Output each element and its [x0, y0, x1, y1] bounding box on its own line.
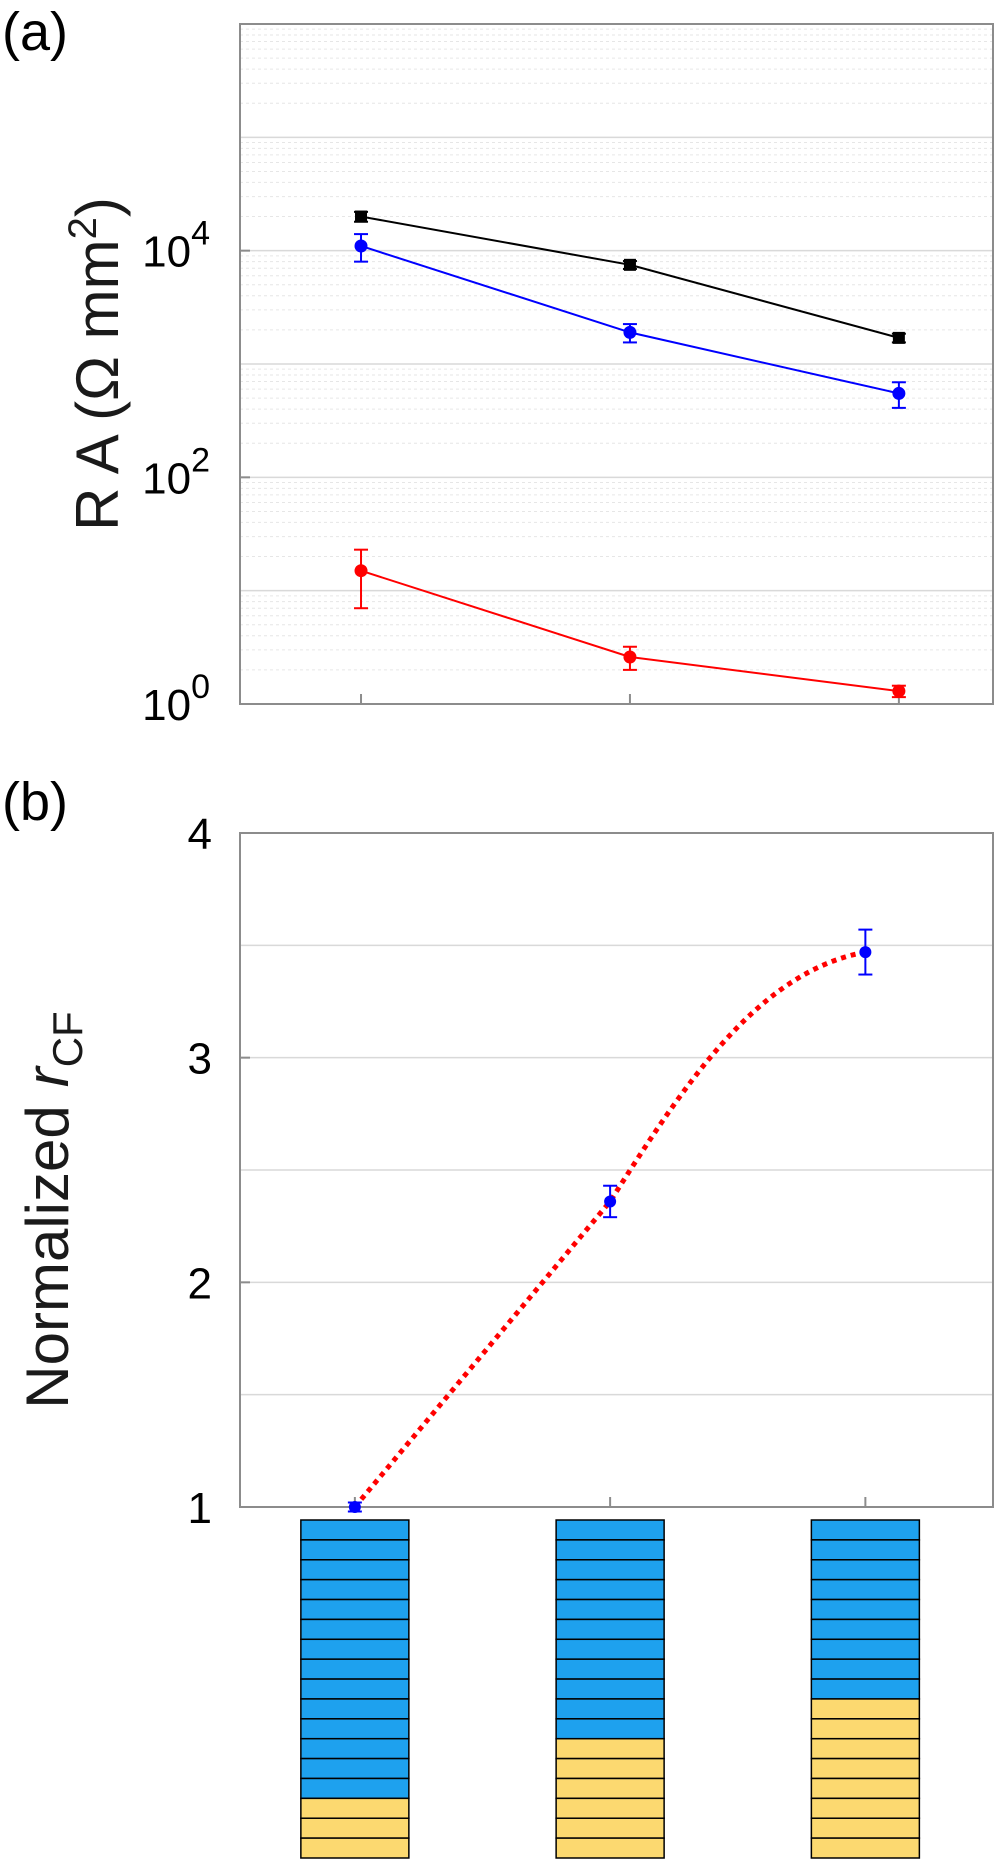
blue-layer [300, 1757, 410, 1780]
yellow-layer [300, 1837, 410, 1859]
blue-layer [555, 1658, 665, 1680]
yellow-layer [810, 1698, 921, 1720]
panel-b-ylabel: NormalizedrCF [14, 1011, 91, 1408]
blue-layer [555, 1539, 665, 1561]
blue-layer [810, 1559, 921, 1581]
blue-layer [555, 1638, 665, 1660]
blue-layer [555, 1559, 665, 1581]
data-point [604, 1195, 617, 1208]
blue-layer [810, 1618, 921, 1641]
yellow-layer [810, 1718, 921, 1740]
panel-a-ylabel: R A (Ω mm2) [61, 197, 131, 531]
layer-stack-3 [810, 1519, 921, 1859]
data-point [355, 210, 368, 223]
blue-layer [300, 1718, 410, 1740]
panel-b-chart: 1 2 3 4 NormalizedrCF [14, 810, 994, 1533]
data-point [354, 239, 368, 253]
panel-b-label: (b) [2, 772, 68, 832]
blue-layer [300, 1678, 410, 1700]
y-tick-label: 104 [142, 215, 210, 277]
blue-layer [300, 1559, 410, 1581]
blue-layer [300, 1777, 410, 1800]
blue-layer [810, 1598, 921, 1621]
panel-a-ticks [240, 249, 900, 705]
yellow-layer [555, 1797, 665, 1819]
panel-b-ytick-labels: 1 2 3 4 [188, 810, 212, 1533]
series-line [352, 949, 866, 1509]
blue-layer [555, 1718, 665, 1740]
yellow-layer [810, 1797, 921, 1819]
panel-a-label: (a) [2, 2, 68, 62]
panel-b-axes-frame [239, 832, 994, 1508]
blue-layer [300, 1519, 410, 1541]
y-tick-label: 1 [188, 1484, 212, 1533]
blue-layer [810, 1539, 921, 1561]
blue-layer [300, 1698, 410, 1720]
yellow-layer [555, 1777, 665, 1800]
y-tick-label: 100 [142, 668, 210, 730]
blue-layer [555, 1519, 665, 1541]
blue-layer [555, 1598, 665, 1621]
blue-layer [810, 1658, 921, 1680]
data-point [623, 650, 637, 664]
panel-b-series [347, 928, 873, 1513]
yellow-layer [300, 1797, 410, 1819]
blue-layer [810, 1578, 921, 1601]
panel-a-series [354, 210, 906, 699]
layer-stack-diagrams [300, 1519, 921, 1859]
y-tick-label: 3 [188, 1035, 212, 1084]
panel-a-chart: 100 102 104 R A (Ω mm2) [61, 23, 994, 730]
data-point [623, 325, 637, 339]
y-tick-label: 4 [188, 810, 212, 859]
yellow-layer [810, 1777, 921, 1800]
data-point [892, 331, 905, 344]
blue-layer [300, 1539, 410, 1561]
blue-layer [300, 1658, 410, 1680]
yellow-layer [810, 1837, 921, 1859]
blue-layer [555, 1698, 665, 1720]
data-point [354, 564, 368, 578]
series-line-0 [360, 215, 900, 339]
data-point [892, 684, 906, 698]
yellow-layer [555, 1817, 665, 1839]
panel-a-axes-frame [239, 23, 994, 705]
data-point [348, 1501, 361, 1513]
data-point [623, 258, 636, 271]
layer-stack-2 [555, 1519, 665, 1859]
blue-layer [300, 1578, 410, 1601]
yellow-layer [300, 1817, 410, 1839]
data-point [859, 946, 872, 959]
blue-layer [555, 1678, 665, 1700]
yellow-layer [555, 1837, 665, 1859]
blue-layer [300, 1618, 410, 1641]
yellow-layer [810, 1757, 921, 1780]
data-point [892, 386, 906, 400]
y-tick-label: 102 [142, 441, 210, 503]
blue-layer [555, 1618, 665, 1641]
y-tick-label: 2 [188, 1259, 212, 1308]
blue-layer [810, 1678, 921, 1700]
yellow-layer [555, 1737, 665, 1760]
blue-layer [300, 1737, 410, 1760]
blue-layer [300, 1638, 410, 1660]
yellow-layer [810, 1817, 921, 1839]
blue-layer [555, 1578, 665, 1601]
series-line-2 [360, 569, 900, 693]
panel-a-ytick-labels: 100 102 104 [142, 215, 210, 730]
panel-b-grid [240, 944, 993, 1396]
blue-layer [300, 1598, 410, 1621]
error-bar [354, 548, 369, 610]
panel-a-grid [240, 28, 993, 671]
layer-stack-1 [300, 1519, 410, 1859]
blue-layer [810, 1519, 921, 1541]
yellow-layer [555, 1757, 665, 1780]
blue-layer [810, 1638, 921, 1660]
yellow-layer [810, 1737, 921, 1760]
